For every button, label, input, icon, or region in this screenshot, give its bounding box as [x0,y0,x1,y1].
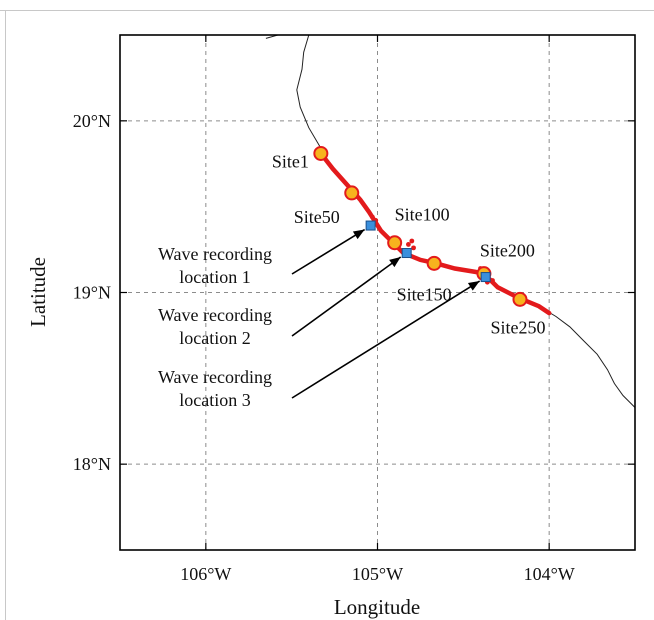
recording-arrowhead [352,229,365,240]
recording-marker [401,248,412,259]
recording-label-line2: location 3 [179,390,250,410]
recording-label-line2: location 2 [179,328,250,348]
site-marker [512,291,528,307]
marker-layer [313,145,528,307]
site-marker [313,145,329,161]
y-tick-label: 19°N [73,283,111,303]
site-marker [426,255,442,271]
recording-label-line1: Wave recording [158,305,272,325]
y-tick-label: 18°N [73,454,111,474]
shoreline-point [490,278,495,283]
site-label: Site100 [395,205,450,225]
site-label: Site250 [490,317,545,337]
recording-marker [365,220,376,231]
site-label: Site150 [397,284,452,304]
y-axis-label: Latitude [26,257,50,327]
recording-arrow [291,280,481,399]
recording-arrowhead [467,281,480,291]
recording-arrow [291,256,402,337]
recording-marker [480,272,491,283]
y-tick-label: 20°N [73,111,111,131]
shoreline-point [409,238,415,244]
shoreline-point [411,245,416,251]
x-tick-label: 106°W [180,564,231,584]
x-tick-label: 104°W [524,564,575,584]
tick-layer: 106°W 105°W 104°W 20°N 19°N 18°N [73,35,635,584]
recording-arrow [291,228,366,275]
recording-label-line2: location 1 [179,267,250,287]
shoreline-point [406,242,411,247]
site-label: Site1 [272,151,309,171]
recording-arrowhead [389,257,401,268]
recording-label-line1: Wave recording [158,367,272,387]
frame-left-line [5,10,6,620]
frame-top-line [0,10,654,11]
site-label: Site200 [480,241,535,261]
annotation-layer: Site1 Site50 Site100 Site150 Site200 Site250 W… [158,151,545,410]
recording-label-line1: Wave recording [158,244,272,264]
x-tick-label: 105°W [352,564,403,584]
grid-layer [120,35,635,550]
site-label: Site50 [294,207,340,227]
shoreline-point [369,214,375,220]
site-marker [387,235,403,251]
x-axis-label: Longitude [334,595,420,619]
site-marker [344,185,360,201]
